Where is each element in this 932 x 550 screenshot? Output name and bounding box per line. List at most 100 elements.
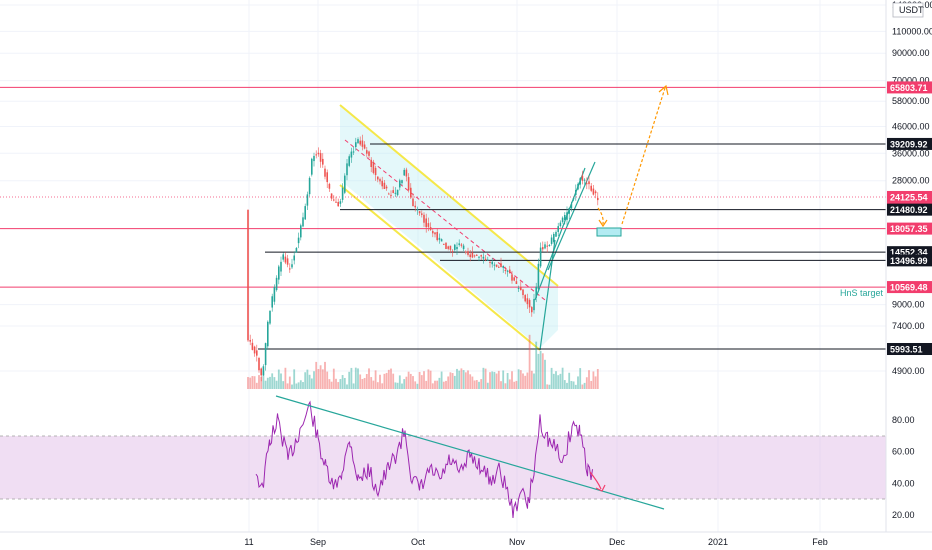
volume-bar bbox=[561, 367, 564, 389]
volume-bar bbox=[376, 382, 379, 389]
price-tick-label: 90000.00 bbox=[892, 48, 930, 58]
volume-bar bbox=[555, 371, 557, 389]
volume-bar bbox=[537, 353, 540, 389]
candle-body bbox=[286, 258, 289, 265]
price-badge bbox=[887, 137, 932, 150]
volume-bar bbox=[368, 368, 370, 389]
price-axis[interactable]: 140000.00110000.0090000.0070000.0058000.… bbox=[892, 0, 932, 376]
currency-box[interactable] bbox=[892, 2, 924, 18]
candle-body bbox=[588, 181, 590, 185]
candle-body bbox=[440, 239, 443, 242]
volume-bar bbox=[304, 372, 307, 389]
candle-body bbox=[504, 270, 507, 272]
candle-body bbox=[432, 231, 434, 234]
candle-body bbox=[326, 172, 328, 183]
candle-body bbox=[260, 368, 262, 376]
hns-target-label: HnS target bbox=[840, 288, 884, 298]
candle-body bbox=[304, 206, 306, 220]
volume-bar bbox=[574, 384, 577, 389]
indicator-tick-label: 20.00 bbox=[892, 510, 915, 520]
candle-body bbox=[289, 268, 291, 270]
candle-body bbox=[421, 213, 423, 215]
volume-bar bbox=[266, 377, 269, 389]
price-tick-label: 110000.00 bbox=[892, 26, 932, 36]
volume-bar bbox=[568, 372, 571, 389]
volume-bar bbox=[464, 372, 467, 389]
candle-body bbox=[491, 261, 493, 265]
candle-body bbox=[253, 346, 256, 354]
rising-wedge bbox=[534, 161, 596, 351]
time-axis[interactable]: 11 Sep Oct Nov Dec 2021 Feb bbox=[244, 537, 827, 547]
candle-body bbox=[412, 198, 414, 207]
candle-body bbox=[357, 139, 359, 144]
price-tick-label: 46000.00 bbox=[892, 122, 930, 132]
volume-bar bbox=[425, 380, 428, 389]
candle-body bbox=[465, 251, 467, 253]
indicator-line bbox=[255, 400, 593, 519]
candle-body bbox=[247, 209, 249, 341]
volume-bar bbox=[438, 377, 441, 389]
candle-body bbox=[520, 287, 522, 291]
candle-body bbox=[313, 155, 315, 162]
time-tick-label: Dec bbox=[609, 537, 626, 547]
candle-body bbox=[438, 237, 441, 240]
price-badge-label: 65803.71 bbox=[890, 83, 928, 93]
indicator-tick-label: 80.00 bbox=[892, 415, 915, 425]
volume-bar bbox=[588, 370, 590, 389]
candle-body bbox=[308, 177, 311, 195]
volume-bar bbox=[332, 368, 335, 389]
volume-bar bbox=[306, 369, 309, 389]
volume-bar bbox=[273, 377, 276, 389]
candle-body bbox=[445, 242, 447, 249]
price-tick-label: 7400.00 bbox=[892, 321, 925, 331]
indicator-axis[interactable]: 80.00 60.00 40.00 20.00 bbox=[892, 415, 915, 520]
volume-bar bbox=[412, 376, 414, 389]
volume-bar bbox=[519, 370, 522, 389]
volume-bar bbox=[394, 382, 397, 389]
candle-body bbox=[297, 237, 300, 244]
candle-body bbox=[542, 247, 544, 250]
candle-body bbox=[498, 266, 500, 268]
volume-bar bbox=[253, 376, 256, 389]
volume-bar bbox=[319, 365, 322, 389]
candle-body bbox=[548, 245, 551, 247]
candle-body bbox=[418, 211, 421, 214]
candle-body bbox=[333, 199, 335, 201]
candle-body bbox=[341, 187, 344, 200]
volume-bar bbox=[288, 376, 291, 389]
candle-body bbox=[583, 179, 586, 181]
candle-body bbox=[524, 295, 526, 302]
candle-body bbox=[566, 212, 568, 220]
candle-body bbox=[449, 245, 452, 250]
volume-bar bbox=[277, 369, 280, 389]
candle-body bbox=[392, 190, 394, 193]
candle-body bbox=[403, 169, 405, 176]
volume-bar bbox=[471, 376, 474, 389]
volume-bar bbox=[447, 376, 450, 389]
volume-bar bbox=[522, 373, 524, 389]
indicator-arrow bbox=[589, 471, 602, 490]
candle-body bbox=[355, 142, 357, 148]
volume-bar bbox=[324, 361, 326, 389]
volume-bar bbox=[594, 376, 597, 389]
candle-body bbox=[330, 193, 333, 199]
volume-bar bbox=[409, 373, 412, 389]
volume-bar bbox=[258, 375, 260, 389]
volume-bar bbox=[550, 367, 553, 389]
candle-body bbox=[570, 203, 573, 209]
time-tick-label: Nov bbox=[509, 537, 526, 547]
candle-body bbox=[572, 198, 575, 200]
volume-bar bbox=[473, 380, 476, 389]
volume-bar bbox=[442, 381, 445, 389]
candles bbox=[247, 134, 599, 382]
candle-body bbox=[458, 243, 460, 245]
candle-body bbox=[383, 182, 386, 190]
volume-bar bbox=[264, 380, 267, 389]
candle-body bbox=[370, 159, 372, 167]
volume-bar bbox=[385, 372, 388, 389]
indicator-arrow-head bbox=[595, 484, 606, 492]
volume-bars bbox=[247, 334, 599, 389]
time-tick-label: 11 bbox=[244, 537, 253, 547]
volume-bar bbox=[559, 373, 562, 389]
